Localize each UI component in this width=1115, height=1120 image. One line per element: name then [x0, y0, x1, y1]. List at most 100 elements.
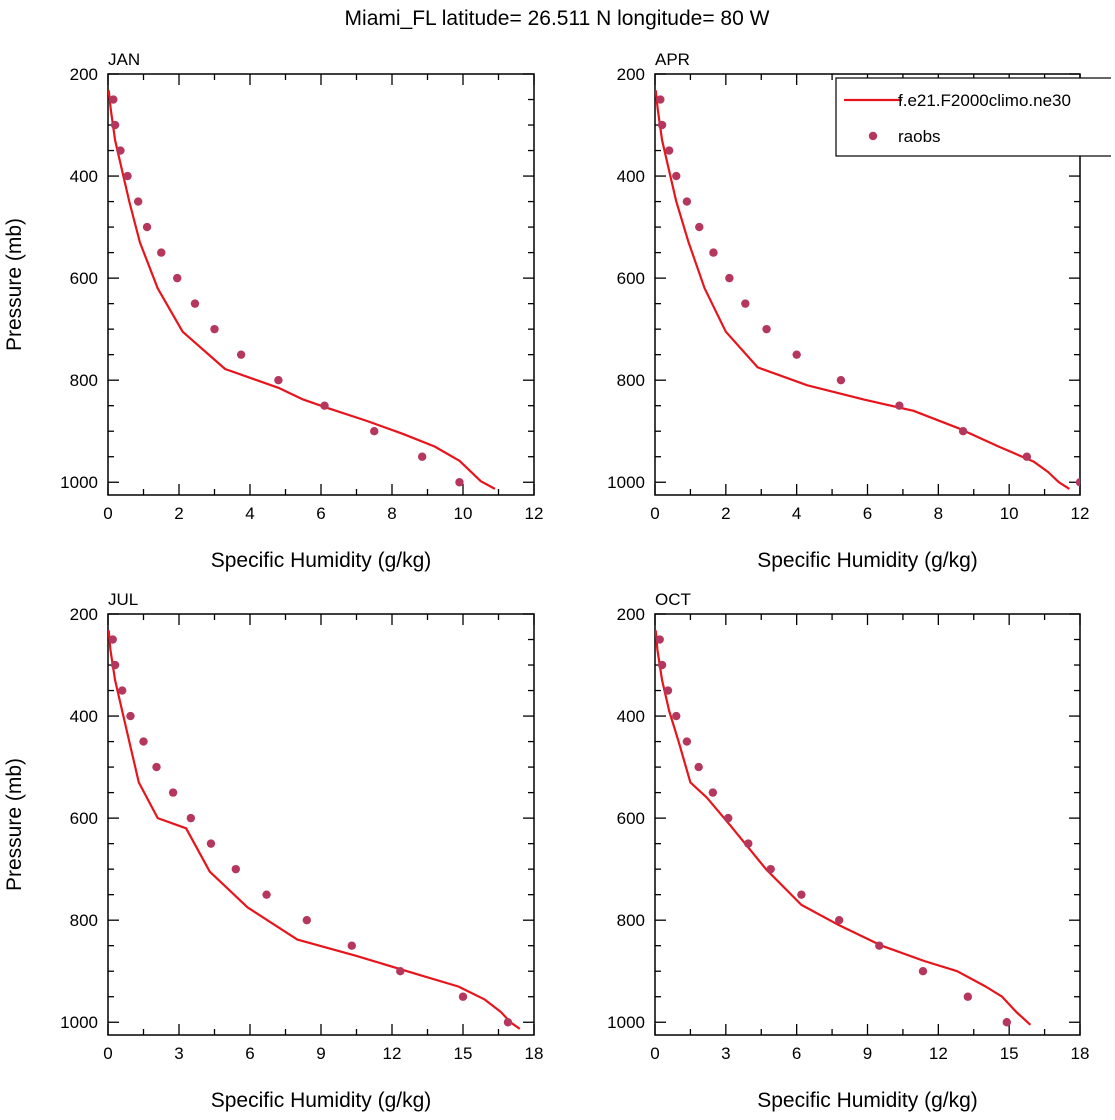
raobs-point-jan [417, 452, 427, 461]
raobs-point-oct [797, 890, 806, 899]
x-tick-label: 12 [383, 1044, 402, 1063]
raobs-point-oct [963, 992, 973, 1001]
y-tick-label: 200 [617, 65, 645, 84]
raobs-point-jul [347, 941, 356, 950]
x-tick-label: 4 [792, 504, 801, 523]
raobs-point-apr [695, 222, 704, 232]
y-tick-label: 200 [617, 605, 645, 624]
raobs-point-jan [157, 248, 166, 257]
ticks-jul [107, 613, 535, 1035]
raobs-point-oct [766, 864, 775, 874]
y-tick-label: 1000 [607, 1013, 645, 1032]
raobs-point-oct [723, 813, 733, 823]
y-tick-label: 600 [617, 809, 645, 828]
model-line-apr [655, 90, 1070, 490]
legend: f.e21.F2000climo.ne30 raobs [835, 77, 1111, 157]
plot-area-jan [108, 90, 496, 490]
raobs-point-jul [108, 635, 117, 644]
raobs-point-jan [370, 427, 379, 436]
x-axis-title-oct: Specific Humidity (g/kg) [757, 1089, 978, 1112]
raobs-point-jul [231, 864, 240, 874]
plot-area-jul [108, 630, 521, 1030]
raobs-point-jan [210, 324, 219, 334]
raobs-point-apr [725, 273, 734, 283]
y-tick-label: 800 [617, 911, 645, 930]
x-tick-label: 12 [929, 1044, 948, 1063]
raobs-point-apr [664, 146, 674, 155]
panel-title-jan: JAN [108, 50, 140, 69]
raobs-point-jul [118, 686, 127, 695]
x-tick-label: 8 [387, 504, 396, 523]
raobs-point-jul [396, 967, 405, 976]
x-tick-label: 2 [174, 504, 183, 523]
raobs-point-apr [792, 350, 801, 359]
plot-frame-jan [107, 73, 535, 496]
y-tick-label: 600 [70, 269, 98, 288]
x-tick-label: 12 [525, 504, 544, 523]
raobs-point-jan [109, 95, 118, 104]
raobs-point-oct [875, 941, 884, 950]
x-tick-label: 6 [245, 1044, 254, 1063]
y-tick-label: 600 [70, 809, 98, 828]
y-tick-label: 800 [70, 371, 98, 390]
raobs-point-oct [708, 788, 718, 797]
x-tick-label: 6 [863, 504, 872, 523]
y-tick-label: 800 [70, 911, 98, 930]
legend-label-raobs: raobs [898, 127, 941, 146]
panel-jul: 0 3 6 9 12 15 18 200 400 600 800 1000 JUL Specific Hu… [3, 590, 543, 1112]
ticks-jan [107, 73, 535, 495]
x-tick-label: 10 [454, 504, 473, 523]
raobs-point-jul [458, 992, 468, 1001]
legend-marker-swatch [868, 131, 878, 141]
x-tick-label: 0 [650, 1044, 659, 1063]
raobs-point-apr [741, 299, 750, 308]
raobs-point-oct [744, 839, 753, 848]
raobs-point-jul [126, 711, 135, 721]
x-tick-label: 3 [174, 1044, 183, 1063]
raobs-point-oct [682, 737, 692, 746]
raobs-point-jan [236, 350, 246, 359]
y-tick-label: 600 [617, 269, 645, 288]
panel-title-apr: APR [655, 50, 690, 69]
x-axis-title-apr: Specific Humidity (g/kg) [757, 549, 978, 572]
plot-frame-oct [654, 613, 1081, 1036]
legend-box [835, 77, 1111, 157]
x-tick-label: 0 [650, 504, 659, 523]
x-axis-title-jul: Specific Humidity (g/kg) [211, 1089, 432, 1112]
raobs-point-apr [958, 427, 968, 436]
raobs-point-jul [302, 915, 311, 925]
x-tick-label: 9 [316, 1044, 325, 1063]
x-tick-label: 4 [245, 504, 254, 523]
raobs-point-jan [173, 273, 182, 283]
y-axis-title-jul: Pressure (mb) [3, 758, 26, 891]
raobs-point-apr [709, 248, 718, 257]
y-tick-label: 800 [617, 371, 645, 390]
model-line-jan [108, 90, 496, 490]
ticks-oct [654, 613, 1081, 1035]
raobs-point-jan [116, 146, 125, 155]
x-tick-label: 18 [1071, 1044, 1090, 1063]
raobs-point-oct [657, 660, 667, 670]
raobs-point-apr [1022, 452, 1032, 461]
x-tick-label: 8 [934, 504, 943, 523]
raobs-point-jul [168, 788, 178, 797]
raobs-point-apr [1075, 478, 1080, 487]
raobs-point-oct [918, 967, 928, 976]
raobs-point-oct [672, 711, 681, 721]
raobs-point-oct [1002, 1018, 1012, 1027]
raobs-point-oct [694, 762, 703, 772]
y-tick-label: 1000 [60, 473, 98, 492]
raobs-point-jul [110, 660, 120, 670]
plot-frame-jul [107, 613, 535, 1036]
raobs-point-jan [274, 375, 283, 385]
y-tick-label: 200 [70, 65, 98, 84]
model-line-oct [655, 630, 1032, 1026]
y-tick-label: 1000 [60, 1013, 98, 1032]
plot-area-oct [655, 630, 1032, 1027]
raobs-point-oct [834, 915, 844, 925]
y-tick-label: 400 [617, 167, 645, 186]
figure-title: Miami_FL latitude= 26.511 N longitude= 8… [345, 7, 770, 30]
x-tick-label: 0 [103, 504, 112, 523]
raobs-point-jul [139, 737, 148, 746]
